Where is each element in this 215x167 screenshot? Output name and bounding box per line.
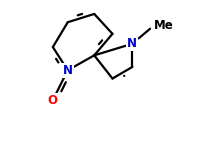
Text: O: O bbox=[48, 94, 58, 107]
Text: N: N bbox=[63, 64, 73, 77]
Text: Me: Me bbox=[154, 19, 174, 32]
Text: N: N bbox=[127, 37, 137, 50]
